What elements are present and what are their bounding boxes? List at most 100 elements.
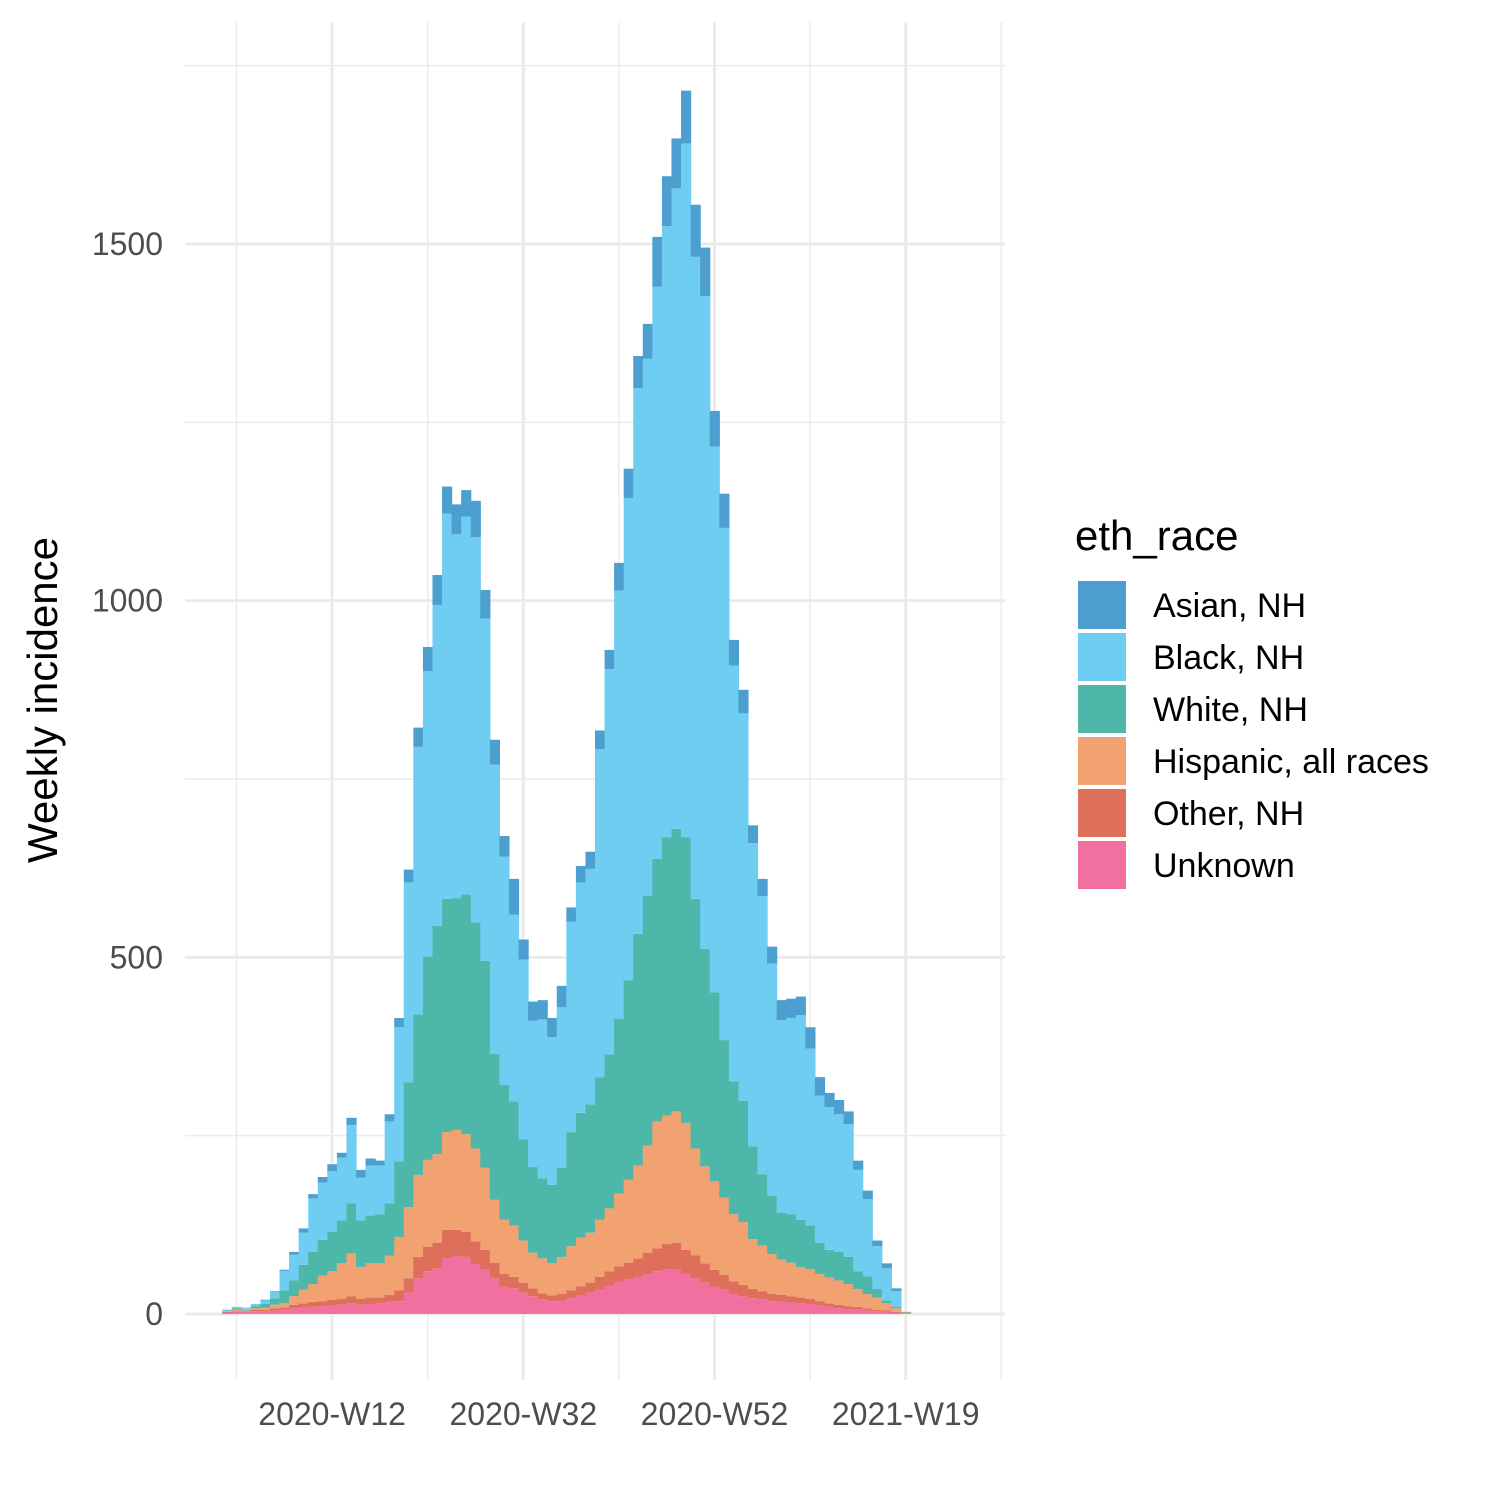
bar-segment <box>719 493 730 528</box>
bar-segment <box>719 1197 730 1275</box>
bar-segment <box>623 468 634 498</box>
bar-segment <box>881 1300 892 1304</box>
bar-segment <box>843 1256 854 1285</box>
bar-segment <box>461 1134 472 1232</box>
bar-segment <box>556 1256 567 1295</box>
bar-segment <box>289 1296 300 1305</box>
bar-segment <box>269 1308 281 1311</box>
bar-segment <box>700 1282 711 1314</box>
bar-segment <box>336 1263 348 1300</box>
bar-segment <box>375 1303 386 1314</box>
bar-segment <box>480 1249 491 1270</box>
bar-segment <box>308 1301 319 1307</box>
bar-segment <box>384 1255 395 1295</box>
bar-segment <box>451 504 462 535</box>
bar-segment <box>900 1311 912 1313</box>
bar-segment <box>413 1256 424 1279</box>
bar-segment <box>518 959 529 1140</box>
bar-segment <box>394 1017 405 1028</box>
bar-segment <box>891 1291 902 1307</box>
bar-segment <box>595 1276 606 1290</box>
bar-segment <box>652 1248 663 1272</box>
bar-segment <box>575 1295 587 1314</box>
bar-segment <box>413 746 424 1015</box>
bar-segment <box>843 1306 854 1309</box>
bar-segment <box>375 1297 386 1304</box>
bar-segment <box>260 1311 271 1314</box>
bar-segment <box>786 1302 797 1314</box>
bar-segment <box>537 1258 548 1294</box>
bar-segment <box>767 1195 778 1255</box>
bar-segment <box>642 323 653 359</box>
bar-segment <box>537 1293 548 1300</box>
bar-segment <box>719 1274 730 1290</box>
bar-segment <box>298 1228 309 1233</box>
bar-segment <box>470 500 481 538</box>
bar-segment <box>269 1304 281 1309</box>
bar-segment <box>834 1280 845 1305</box>
bar-segment <box>614 562 625 591</box>
bar-segment <box>508 1101 520 1226</box>
bar-segment <box>489 1199 500 1263</box>
bar-segment <box>489 764 500 1054</box>
bar-segment <box>528 1296 539 1314</box>
bar-segment <box>652 236 663 287</box>
bar-segment <box>298 1264 309 1290</box>
bar-segment <box>757 878 768 896</box>
bar-segment <box>862 1190 873 1200</box>
bar-segment <box>289 1308 300 1314</box>
bar-segment <box>881 1303 892 1311</box>
bar-segment <box>795 1297 806 1304</box>
bar-segment <box>356 1177 367 1221</box>
bar-segment <box>289 1280 300 1297</box>
bar-segment <box>547 1037 558 1185</box>
bar-segment <box>623 497 634 981</box>
bar-segment <box>499 1274 510 1287</box>
bar-segment <box>537 1178 548 1259</box>
bar-segment <box>365 1263 376 1298</box>
bar-segment <box>384 1203 395 1256</box>
bar-segment <box>336 1304 348 1314</box>
bar-segment <box>432 925 443 1155</box>
bar-segment <box>786 1296 797 1303</box>
bar-segment <box>442 486 453 514</box>
bar-segment <box>652 286 663 859</box>
bar-segment <box>470 1148 481 1242</box>
bar-segment <box>709 992 720 1182</box>
bar-segment <box>747 843 759 1147</box>
bar-segment <box>413 1014 424 1175</box>
bar-segment <box>279 1303 290 1308</box>
bar-segment <box>747 825 759 844</box>
bar-segment <box>862 1310 873 1314</box>
bar-segment <box>518 1282 529 1293</box>
bar-segment <box>671 138 682 189</box>
bar-segment <box>308 1284 319 1302</box>
bar-segment <box>384 1114 395 1122</box>
bar-segment <box>728 1281 739 1295</box>
y-tick-label: 1500 <box>92 226 163 262</box>
bar-segment <box>623 1279 634 1314</box>
bar-segment <box>556 985 567 1008</box>
bar-segment <box>518 1292 529 1314</box>
bar-segment <box>834 1308 845 1314</box>
bar-segment <box>336 1152 348 1158</box>
bar-segment <box>317 1182 328 1240</box>
bar-segment <box>614 1281 625 1314</box>
bar-segment <box>767 1254 778 1295</box>
bar-segment <box>604 1054 615 1209</box>
bar-segment <box>231 1311 242 1312</box>
bar-segment <box>728 665 739 1082</box>
bar-segment <box>872 1289 883 1298</box>
bar-segment <box>881 1311 892 1314</box>
bar-segment <box>805 1027 816 1049</box>
bar-segment <box>814 1301 826 1306</box>
bar-segment <box>317 1306 328 1314</box>
bar-segment <box>805 1225 816 1270</box>
bar-segment <box>346 1296 357 1304</box>
bar-segment <box>853 1309 864 1314</box>
bar-segment <box>508 1225 520 1277</box>
bar-segment <box>614 590 625 1019</box>
bar-segment <box>470 1264 481 1314</box>
bar-segment <box>738 713 749 1101</box>
bar-segment <box>642 1252 653 1275</box>
